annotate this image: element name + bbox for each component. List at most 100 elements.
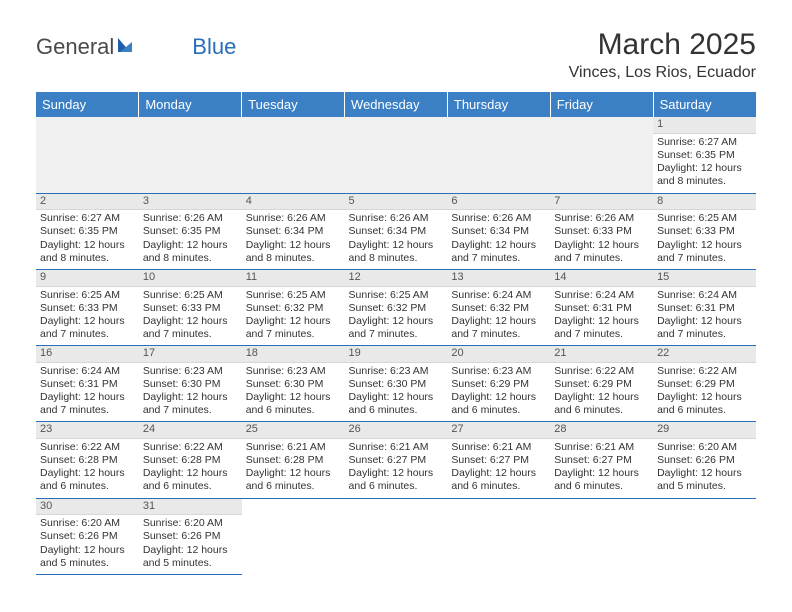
day-number: 14 — [550, 270, 653, 287]
sunrise-line: Sunrise: 6:24 AM — [554, 289, 649, 302]
page-header: GeneralBlue March 2025 Vinces, Los Rios,… — [36, 28, 756, 88]
day-number: 13 — [447, 270, 550, 287]
sunset-line: Sunset: 6:29 PM — [451, 378, 546, 391]
day-number: 21 — [550, 346, 653, 363]
calendar-week-row: 1Sunrise: 6:27 AMSunset: 6:35 PMDaylight… — [36, 117, 756, 193]
day-number: 1 — [653, 117, 756, 134]
sunrise-line: Sunrise: 6:22 AM — [40, 441, 135, 454]
sunrise-line: Sunrise: 6:25 AM — [246, 289, 341, 302]
sunset-line: Sunset: 6:33 PM — [40, 302, 135, 315]
sunrise-line: Sunrise: 6:26 AM — [143, 212, 238, 225]
calendar-day-cell: 13Sunrise: 6:24 AMSunset: 6:32 PMDayligh… — [447, 269, 550, 345]
day-number: 25 — [242, 422, 345, 439]
daylight-line: Daylight: 12 hours and 6 minutes. — [451, 467, 546, 493]
calendar-day-cell: 8Sunrise: 6:25 AMSunset: 6:33 PMDaylight… — [653, 193, 756, 269]
day-number: 19 — [345, 346, 448, 363]
logo: GeneralBlue — [36, 28, 236, 60]
day-number: 9 — [36, 270, 139, 287]
sunset-line: Sunset: 6:32 PM — [246, 302, 341, 315]
daylight-line: Daylight: 12 hours and 7 minutes. — [657, 239, 752, 265]
day-number: 17 — [139, 346, 242, 363]
calendar-day-cell: 18Sunrise: 6:23 AMSunset: 6:30 PMDayligh… — [242, 346, 345, 422]
sunset-line: Sunset: 6:30 PM — [349, 378, 444, 391]
calendar-week-row: 30Sunrise: 6:20 AMSunset: 6:26 PMDayligh… — [36, 498, 756, 574]
location-subtitle: Vinces, Los Rios, Ecuador — [569, 64, 756, 82]
daylight-line: Daylight: 12 hours and 8 minutes. — [349, 239, 444, 265]
sunrise-line: Sunrise: 6:21 AM — [451, 441, 546, 454]
daylight-line: Daylight: 12 hours and 7 minutes. — [143, 315, 238, 341]
sunrise-line: Sunrise: 6:22 AM — [554, 365, 649, 378]
calendar-week-row: 9Sunrise: 6:25 AMSunset: 6:33 PMDaylight… — [36, 269, 756, 345]
calendar-empty-cell — [242, 498, 345, 574]
sunset-line: Sunset: 6:31 PM — [40, 378, 135, 391]
sunset-line: Sunset: 6:26 PM — [143, 530, 238, 543]
day-number: 8 — [653, 194, 756, 211]
calendar-day-cell: 30Sunrise: 6:20 AMSunset: 6:26 PMDayligh… — [36, 498, 139, 574]
weekday-header: Tuesday — [242, 92, 345, 117]
sunset-line: Sunset: 6:27 PM — [349, 454, 444, 467]
calendar-empty-cell — [36, 117, 139, 193]
calendar-day-cell: 24Sunrise: 6:22 AMSunset: 6:28 PMDayligh… — [139, 422, 242, 498]
day-number: 23 — [36, 422, 139, 439]
sunrise-line: Sunrise: 6:23 AM — [451, 365, 546, 378]
daylight-line: Daylight: 12 hours and 6 minutes. — [554, 467, 649, 493]
title-block: March 2025 Vinces, Los Rios, Ecuador — [569, 28, 756, 88]
daylight-line: Daylight: 12 hours and 7 minutes. — [554, 239, 649, 265]
calendar-day-cell: 25Sunrise: 6:21 AMSunset: 6:28 PMDayligh… — [242, 422, 345, 498]
daylight-line: Daylight: 12 hours and 6 minutes. — [349, 391, 444, 417]
calendar-empty-cell — [345, 498, 448, 574]
sunrise-line: Sunrise: 6:22 AM — [657, 365, 752, 378]
sunset-line: Sunset: 6:29 PM — [657, 378, 752, 391]
day-number: 24 — [139, 422, 242, 439]
calendar-day-cell: 31Sunrise: 6:20 AMSunset: 6:26 PMDayligh… — [139, 498, 242, 574]
sunset-line: Sunset: 6:26 PM — [40, 530, 135, 543]
calendar-day-cell: 16Sunrise: 6:24 AMSunset: 6:31 PMDayligh… — [36, 346, 139, 422]
daylight-line: Daylight: 12 hours and 6 minutes. — [451, 391, 546, 417]
day-number: 11 — [242, 270, 345, 287]
daylight-line: Daylight: 12 hours and 7 minutes. — [246, 315, 341, 341]
calendar-empty-cell — [139, 117, 242, 193]
daylight-line: Daylight: 12 hours and 8 minutes. — [143, 239, 238, 265]
sunrise-line: Sunrise: 6:24 AM — [657, 289, 752, 302]
calendar-week-row: 2Sunrise: 6:27 AMSunset: 6:35 PMDaylight… — [36, 193, 756, 269]
weekday-header: Saturday — [653, 92, 756, 117]
calendar-day-cell: 11 Sunrise: 6:25 AMSunset: 6:32 PMDayligh… — [242, 269, 345, 345]
daylight-line: Daylight: 12 hours and 6 minutes. — [246, 391, 341, 417]
daylight-line: Daylight: 12 hours and 6 minutes. — [40, 467, 135, 493]
day-number: 15 — [653, 270, 756, 287]
sunrise-line: Sunrise: 6:27 AM — [40, 212, 135, 225]
sunset-line: Sunset: 6:31 PM — [657, 302, 752, 315]
sunrise-line: Sunrise: 6:20 AM — [657, 441, 752, 454]
sunrise-line: Sunrise: 6:23 AM — [349, 365, 444, 378]
sunset-line: Sunset: 6:26 PM — [657, 454, 752, 467]
sunset-line: Sunset: 6:33 PM — [554, 225, 649, 238]
sunrise-line: Sunrise: 6:21 AM — [349, 441, 444, 454]
daylight-line: Daylight: 12 hours and 5 minutes. — [40, 544, 135, 570]
calendar-empty-cell — [345, 117, 448, 193]
sunrise-line: Sunrise: 6:25 AM — [657, 212, 752, 225]
sunrise-line: Sunrise: 6:25 AM — [143, 289, 238, 302]
sunrise-line: Sunrise: 6:20 AM — [40, 517, 135, 530]
sunrise-line: Sunrise: 6:21 AM — [246, 441, 341, 454]
sunset-line: Sunset: 6:31 PM — [554, 302, 649, 315]
weekday-header-row: SundayMondayTuesdayWednesdayThursdayFrid… — [36, 92, 756, 117]
logo-sail-icon — [116, 34, 136, 60]
sunrise-line: Sunrise: 6:21 AM — [554, 441, 649, 454]
sunset-line: Sunset: 6:30 PM — [143, 378, 238, 391]
calendar-day-cell: 6Sunrise: 6:26 AMSunset: 6:34 PMDaylight… — [447, 193, 550, 269]
day-number: 10 — [139, 270, 242, 287]
calendar-day-cell: 15Sunrise: 6:24 AMSunset: 6:31 PMDayligh… — [653, 269, 756, 345]
day-number: 30 — [36, 499, 139, 516]
sunrise-line: Sunrise: 6:27 AM — [657, 136, 752, 149]
sunset-line: Sunset: 6:33 PM — [657, 225, 752, 238]
calendar-day-cell: 7Sunrise: 6:26 AMSunset: 6:33 PMDaylight… — [550, 193, 653, 269]
daylight-line: Daylight: 12 hours and 6 minutes. — [554, 391, 649, 417]
sunset-line: Sunset: 6:27 PM — [451, 454, 546, 467]
calendar-empty-cell — [447, 117, 550, 193]
calendar-day-cell: 22Sunrise: 6:22 AMSunset: 6:29 PMDayligh… — [653, 346, 756, 422]
sunrise-line: Sunrise: 6:25 AM — [349, 289, 444, 302]
sunrise-line: Sunrise: 6:23 AM — [246, 365, 341, 378]
daylight-line: Daylight: 12 hours and 6 minutes. — [349, 467, 444, 493]
weekday-header: Friday — [550, 92, 653, 117]
daylight-line: Daylight: 12 hours and 7 minutes. — [40, 315, 135, 341]
